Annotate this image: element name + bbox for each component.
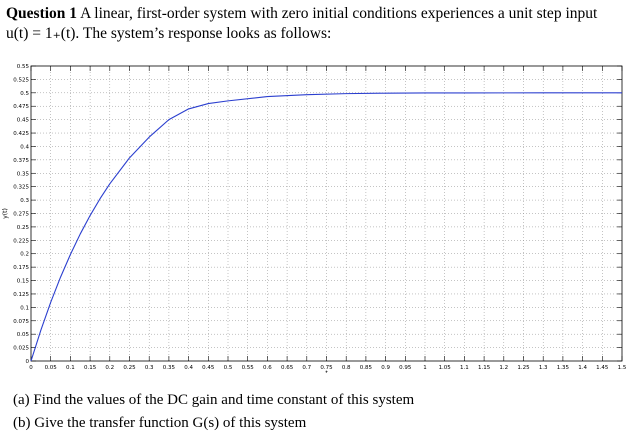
x-tick-label: 0.35 xyxy=(163,365,176,371)
y-tick-label: 0.225 xyxy=(13,238,29,244)
x-tick-label: 0.5 xyxy=(224,365,233,371)
question-number: Question 1 xyxy=(6,5,78,22)
y-tick-label: 0.5 xyxy=(20,91,29,97)
grid-lines xyxy=(31,66,622,361)
y-tick-label: 0.075 xyxy=(13,319,29,325)
x-tick-label: 0.45 xyxy=(202,365,215,371)
x-tick-label: 1.4 xyxy=(578,365,587,371)
x-tick-label: 0.55 xyxy=(242,365,255,371)
y-tick-label: 0.525 xyxy=(13,77,29,83)
x-tick-label: 1.05 xyxy=(439,365,452,371)
response-curve xyxy=(30,92,622,362)
y-axis-label: y(t) xyxy=(2,208,9,219)
part-b-text: (b) Give the transfer function G(s) of t… xyxy=(13,415,307,431)
x-tick-label: 1.15 xyxy=(478,365,491,371)
x-tick-label: 1.45 xyxy=(596,365,609,371)
x-tick-label: 0.1 xyxy=(66,365,75,371)
x-tick-label: 0 xyxy=(29,365,33,371)
y-tick-label: 0.325 xyxy=(13,185,29,191)
x-tick-label: 0.8 xyxy=(342,365,351,371)
x-tick-label: 0.75 xyxy=(320,365,333,371)
axes xyxy=(30,65,623,362)
x-tick-label: 0.7 xyxy=(302,365,311,371)
x-tick-label: 0.15 xyxy=(84,365,97,371)
x-tick-label: 0.6 xyxy=(263,365,272,371)
y-tick-label: 0.2 xyxy=(20,252,29,258)
x-axis-label: t xyxy=(325,370,328,373)
y-tick-label: 0.175 xyxy=(13,265,29,271)
y-tick-label: 0.4 xyxy=(20,144,29,150)
y-tick-label: 0.55 xyxy=(17,64,30,70)
x-tick-label: 0.9 xyxy=(381,365,390,371)
x-tick-label: 0.85 xyxy=(360,365,373,371)
y-tick-label: 0.25 xyxy=(17,225,30,231)
part-a-text: (a) Find the values of the DC gain and t… xyxy=(13,392,415,408)
x-tick-label: 1.25 xyxy=(517,365,530,371)
x-tick-label: 0.25 xyxy=(123,365,136,371)
y-tick-label: 0.375 xyxy=(13,158,29,164)
x-tick-label: 1.2 xyxy=(499,365,508,371)
x-tick-label: 1.1 xyxy=(460,365,469,371)
y-tick-label: 0.15 xyxy=(17,279,30,285)
x-tick-label: 0.4 xyxy=(184,365,193,371)
plot-frame xyxy=(30,65,623,362)
y-tick-label: 0.1 xyxy=(20,305,29,311)
x-tick-label: 1.5 xyxy=(618,365,627,371)
y-tick-label: 0.05 xyxy=(17,332,30,338)
x-tick-label: 0.95 xyxy=(399,365,412,371)
question-line-2: u(t) = 1₊(t). The system’s response look… xyxy=(6,25,332,42)
question-line-1: Question 1 A linear, first-order system … xyxy=(6,4,631,24)
tick-labels: 0 0.05 0.1 0.15 0.2 0.25 0.3 0.35 0.4 0.45 0.5 0.55… xyxy=(13,64,627,371)
y-tick-label: 0.45 xyxy=(17,118,30,124)
y-tick-label: 0.125 xyxy=(13,292,29,298)
x-tick-label: 0.3 xyxy=(145,365,154,371)
x-tick-label: 0.2 xyxy=(105,365,114,371)
x-tick-label: 1 xyxy=(423,365,427,371)
y-tick-label: 0.3 xyxy=(20,198,29,204)
x-tick-label: 0.05 xyxy=(45,365,58,371)
y-tick-label: 0 xyxy=(26,359,30,365)
x-tick-label: 1.3 xyxy=(539,365,548,371)
y-tick-label: 0.475 xyxy=(13,104,29,110)
step-response-chart: 0 0.05 0.1 0.15 0.2 0.25 0.3 0.35 0.4 0.45 0.5 0.55… xyxy=(2,64,627,373)
y-tick-label: 0.425 xyxy=(13,131,29,137)
y-tick-label: 0.35 xyxy=(17,171,30,177)
question-text: Question 1 A linear, first-order system … xyxy=(6,4,631,44)
y-tick-label: 0.275 xyxy=(13,212,29,218)
y-tick-label: 0.025 xyxy=(13,346,29,352)
series xyxy=(30,92,622,362)
x-tick-label: 0.65 xyxy=(281,365,294,371)
x-tick-label: 1.35 xyxy=(557,365,570,371)
question-line-1-text: A linear, first-order system with zero i… xyxy=(80,5,598,22)
